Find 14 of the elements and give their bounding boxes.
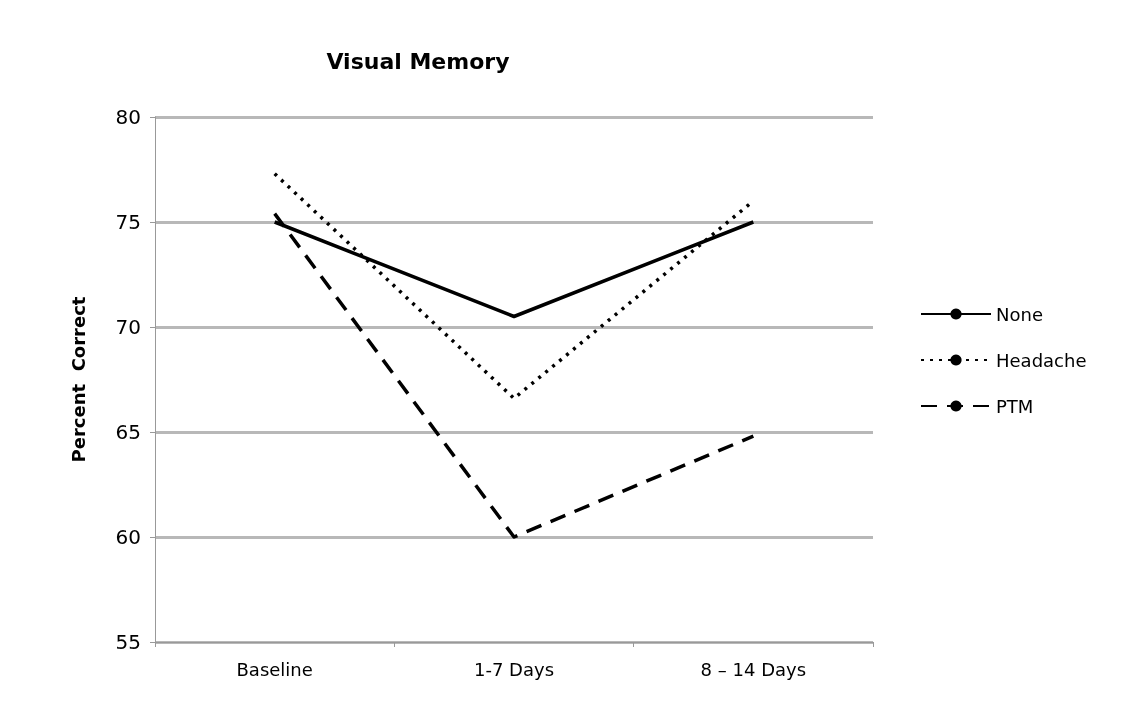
y-tick-label: 60 xyxy=(115,525,141,549)
y-tick-label: 70 xyxy=(115,315,141,339)
y-tick-label: 55 xyxy=(115,630,141,654)
x-tick-label: Baseline xyxy=(236,658,313,680)
y-tick-label: 80 xyxy=(115,105,141,129)
chart-title: Visual Memory xyxy=(326,48,510,74)
x-tick-label: 1-7 Days xyxy=(473,658,555,680)
y-tick-label: 65 xyxy=(115,420,141,444)
legend-label: PTM xyxy=(996,395,1034,417)
legend-label: None xyxy=(996,303,1043,325)
legend-label: Headache xyxy=(996,349,1087,371)
y-axis-title: Percent Correct xyxy=(67,296,89,463)
x-tick-label: 8 – 14 Days xyxy=(700,658,807,680)
y-tick-label: 75 xyxy=(115,210,141,234)
